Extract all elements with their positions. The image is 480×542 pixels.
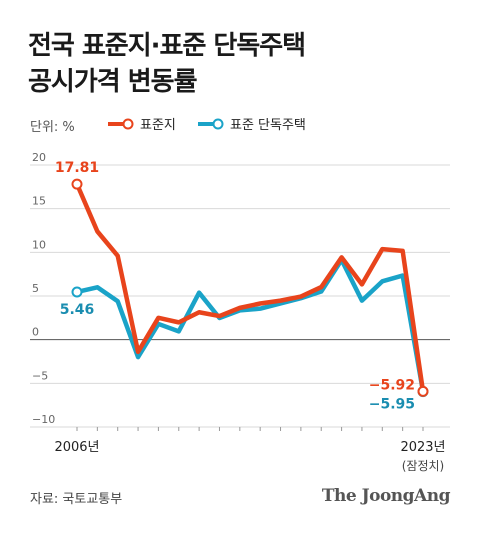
y-tick-label: 15 (32, 195, 46, 208)
series-line-1 (74, 257, 426, 394)
data-label: 5.46 (60, 302, 95, 318)
data-point-marker (71, 178, 83, 190)
brand-logo: The JoongAng (321, 486, 451, 506)
legend-swatch-land (108, 118, 134, 129)
y-tick-label: −5 (32, 369, 48, 382)
data-label: −5.95 (369, 397, 415, 413)
data-label: −5.92 (369, 377, 415, 393)
legend-item-house: 표준 단독주택 (196, 114, 306, 133)
y-tick-label: 5 (32, 282, 39, 295)
chart-title: 전국 표준지·표준 단독주택 공시가격 변동률 (28, 28, 306, 100)
data-point-marker (417, 385, 429, 397)
series-line-0 (74, 181, 426, 394)
title-line-2: 공시가격 변동률 (28, 67, 198, 97)
legend-label-house: 표준 단독주택 (230, 118, 306, 133)
data-label: 17.81 (55, 160, 99, 176)
title-line-1: 전국 표준지·표준 단독주택 (28, 31, 306, 61)
x-tick-label: 2006년 (54, 440, 99, 455)
y-tick-label: −10 (32, 413, 55, 426)
data-point-marker (71, 286, 83, 298)
x-tick-label: 2023년 (400, 440, 445, 455)
source-note: 자료: 국토교통부 (30, 492, 123, 507)
legend-swatch-house (198, 118, 224, 129)
unit-label: 단위: % (30, 120, 75, 135)
legend-label-land: 표준지 (140, 118, 176, 133)
y-tick-label: 20 (32, 151, 46, 164)
y-tick-label: 10 (32, 238, 46, 251)
y-tick-label: 0 (32, 326, 39, 339)
x-tick-note: (잠정치) (402, 459, 444, 473)
legend-item-land: 표준지 (106, 114, 176, 133)
